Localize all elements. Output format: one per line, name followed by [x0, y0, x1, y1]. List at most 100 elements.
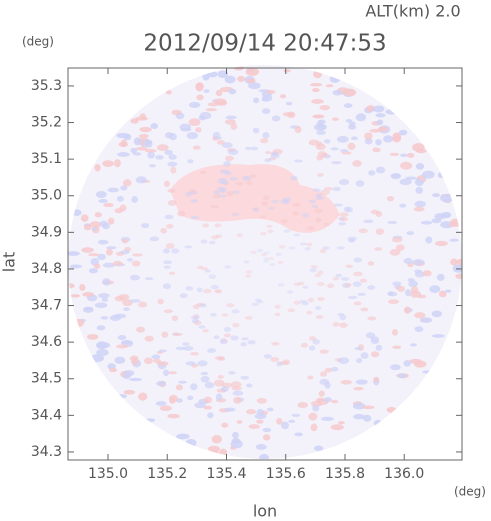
- radar-texture: [130, 147, 138, 154]
- radar-texture: [312, 188, 321, 192]
- radar-texture: [315, 217, 322, 223]
- radar-texture: [163, 180, 170, 188]
- radar-texture: [262, 131, 270, 139]
- radar-texture: [230, 381, 242, 389]
- radar-texture: [313, 70, 323, 79]
- radar-texture: [415, 163, 425, 170]
- radar-texture: [355, 113, 367, 122]
- radar-texture: [138, 392, 148, 401]
- x-tick-label: 135.8: [325, 466, 365, 482]
- radar-texture: [172, 332, 183, 337]
- radar-texture: [175, 346, 186, 351]
- radar-texture: [219, 169, 229, 174]
- radar-texture: [415, 186, 423, 194]
- radar-texture: [192, 304, 200, 310]
- radar-texture: [315, 306, 322, 311]
- radar-texture: [304, 247, 311, 251]
- radar-texture: [226, 303, 235, 308]
- radar-texture: [223, 326, 232, 333]
- radar-texture: [262, 434, 271, 441]
- radar-texture: [302, 285, 309, 289]
- radar-texture: [214, 289, 222, 293]
- radar-texture: [109, 314, 122, 322]
- radar-texture: [322, 246, 330, 250]
- radar-texture: [274, 304, 281, 309]
- radar-texture: [220, 188, 227, 193]
- radar-texture: [270, 356, 280, 363]
- radar-texture: [82, 292, 95, 297]
- radar-texture: [183, 346, 194, 351]
- radar-texture: [212, 194, 221, 199]
- radar-texture: [164, 132, 174, 139]
- radar-texture: [330, 399, 339, 404]
- radar-texture: [117, 152, 130, 157]
- radar-texture: [259, 231, 267, 236]
- radar-texture: [141, 223, 150, 229]
- radar-texture: [315, 195, 324, 200]
- radar-texture: [319, 105, 331, 111]
- radar-texture: [367, 316, 377, 321]
- radar-texture: [387, 299, 400, 305]
- radar-texture: [203, 396, 213, 404]
- radar-texture: [358, 228, 368, 234]
- radar-texture: [151, 354, 161, 360]
- radar-texture: [323, 139, 331, 144]
- radar-texture: [367, 261, 375, 266]
- radar-texture: [283, 229, 291, 233]
- radar-texture: [339, 149, 349, 153]
- radar-texture: [198, 325, 206, 329]
- radar-texture: [171, 248, 180, 254]
- radar-texture: [390, 173, 402, 180]
- radar-texture: [242, 175, 252, 181]
- radar-texture: [256, 408, 265, 417]
- radar-texture: [395, 244, 405, 251]
- radar-texture: [114, 159, 121, 168]
- y-tick-label: 34.6: [31, 334, 62, 350]
- radar-texture: [93, 263, 101, 269]
- radar-texture: [219, 180, 230, 185]
- radar-texture: [333, 203, 344, 207]
- radar-texture: [205, 108, 218, 112]
- radar-texture: [311, 99, 324, 104]
- radar-texture: [247, 340, 256, 345]
- radar-texture: [227, 149, 239, 156]
- radar-texture: [449, 238, 459, 242]
- radar-texture: [282, 197, 292, 202]
- radar-texture: [312, 404, 320, 412]
- radar-texture: [293, 282, 301, 286]
- radar-texture: [308, 412, 318, 421]
- radar-texture: [292, 203, 301, 207]
- radar-texture: [440, 193, 454, 203]
- radar-texture: [398, 129, 408, 136]
- radar-texture: [262, 108, 271, 115]
- radar-disc: [68, 65, 462, 459]
- radar-texture: [306, 310, 313, 315]
- radar-texture: [324, 186, 334, 191]
- x-tick-label: 135.6: [266, 466, 306, 482]
- radar-texture: [327, 283, 335, 289]
- radar-texture: [116, 344, 128, 349]
- radar-texture: [155, 155, 164, 160]
- radar-texture: [307, 375, 314, 380]
- radar-texture: [250, 250, 257, 254]
- radar-texture: [414, 312, 426, 319]
- radar-texture: [221, 313, 229, 317]
- radar-texture: [431, 334, 445, 338]
- radar-texture: [318, 390, 325, 397]
- radar-texture: [178, 380, 187, 384]
- radar-texture: [324, 367, 333, 373]
- radar-texture: [414, 178, 424, 186]
- radar-texture: [385, 109, 398, 115]
- radar-texture: [120, 185, 128, 191]
- radar-texture: [96, 348, 109, 357]
- radar-texture: [207, 412, 214, 419]
- radar-texture: [356, 357, 363, 364]
- radar-texture: [422, 170, 435, 179]
- radar-texture: [282, 359, 291, 366]
- radar-texture: [259, 215, 267, 219]
- radar-texture: [243, 260, 250, 264]
- radar-texture: [145, 277, 154, 281]
- radar-texture: [386, 406, 397, 413]
- radar-texture: [364, 137, 373, 145]
- radar-texture: [405, 289, 412, 297]
